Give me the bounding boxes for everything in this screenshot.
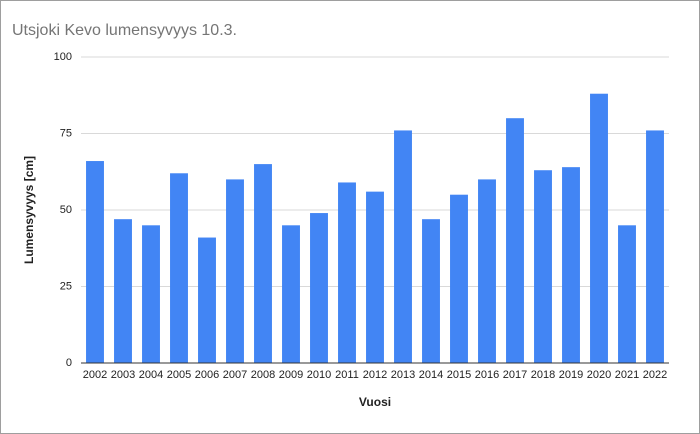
bar — [198, 237, 216, 363]
bar — [86, 161, 104, 363]
x-tick-label: 2013 — [391, 369, 415, 381]
bar — [282, 225, 300, 363]
bar — [450, 194, 468, 363]
bar — [114, 219, 132, 363]
x-tick-label: 2018 — [531, 369, 555, 381]
bar — [590, 93, 608, 363]
bar — [338, 182, 356, 363]
x-tick-label: 2022 — [643, 369, 667, 381]
y-tick-label: 100 — [54, 51, 72, 63]
x-tick-label: 2019 — [559, 369, 583, 381]
x-tick-label: 2008 — [251, 369, 275, 381]
bar — [310, 213, 328, 363]
bar — [394, 130, 412, 363]
bar — [254, 164, 272, 363]
bar — [562, 167, 580, 363]
bar — [366, 191, 384, 363]
x-tick-label: 2011 — [335, 369, 359, 381]
x-tick-label: 2006 — [195, 369, 219, 381]
bar — [478, 179, 496, 363]
bar — [646, 130, 664, 363]
x-tick-label: 2002 — [83, 369, 107, 381]
bar — [170, 173, 188, 363]
x-tick-label: 2003 — [111, 369, 135, 381]
x-axis-label: Vuosi — [359, 395, 391, 409]
x-tick-label: 2014 — [419, 369, 443, 381]
x-tick-label: 2020 — [587, 369, 611, 381]
y-axis-label: Lumensyvyys [cm] — [22, 156, 36, 264]
y-tick-label: 0 — [66, 357, 72, 369]
y-tick-label: 75 — [60, 127, 72, 139]
x-tick-label: 2004 — [139, 369, 163, 381]
x-tick-label: 2012 — [363, 369, 387, 381]
bar — [618, 225, 636, 363]
bar — [422, 219, 440, 363]
x-tick-label: 2015 — [447, 369, 471, 381]
bar — [506, 118, 524, 363]
bar — [534, 170, 552, 363]
y-tick-label: 50 — [60, 204, 72, 216]
chart-title: Utsjoki Kevo lumensyvyys 10.3. — [12, 22, 237, 39]
x-tick-label: 2005 — [167, 369, 191, 381]
x-tick-label: 2010 — [307, 369, 331, 381]
bar — [142, 225, 160, 363]
x-tick-label: 2009 — [279, 369, 303, 381]
x-tick-label: 2021 — [615, 369, 639, 381]
x-tick-label: 2007 — [223, 369, 247, 381]
bar — [226, 179, 244, 363]
x-tick-label: 2017 — [503, 369, 527, 381]
y-tick-label: 25 — [60, 280, 72, 292]
x-tick-label: 2016 — [475, 369, 499, 381]
